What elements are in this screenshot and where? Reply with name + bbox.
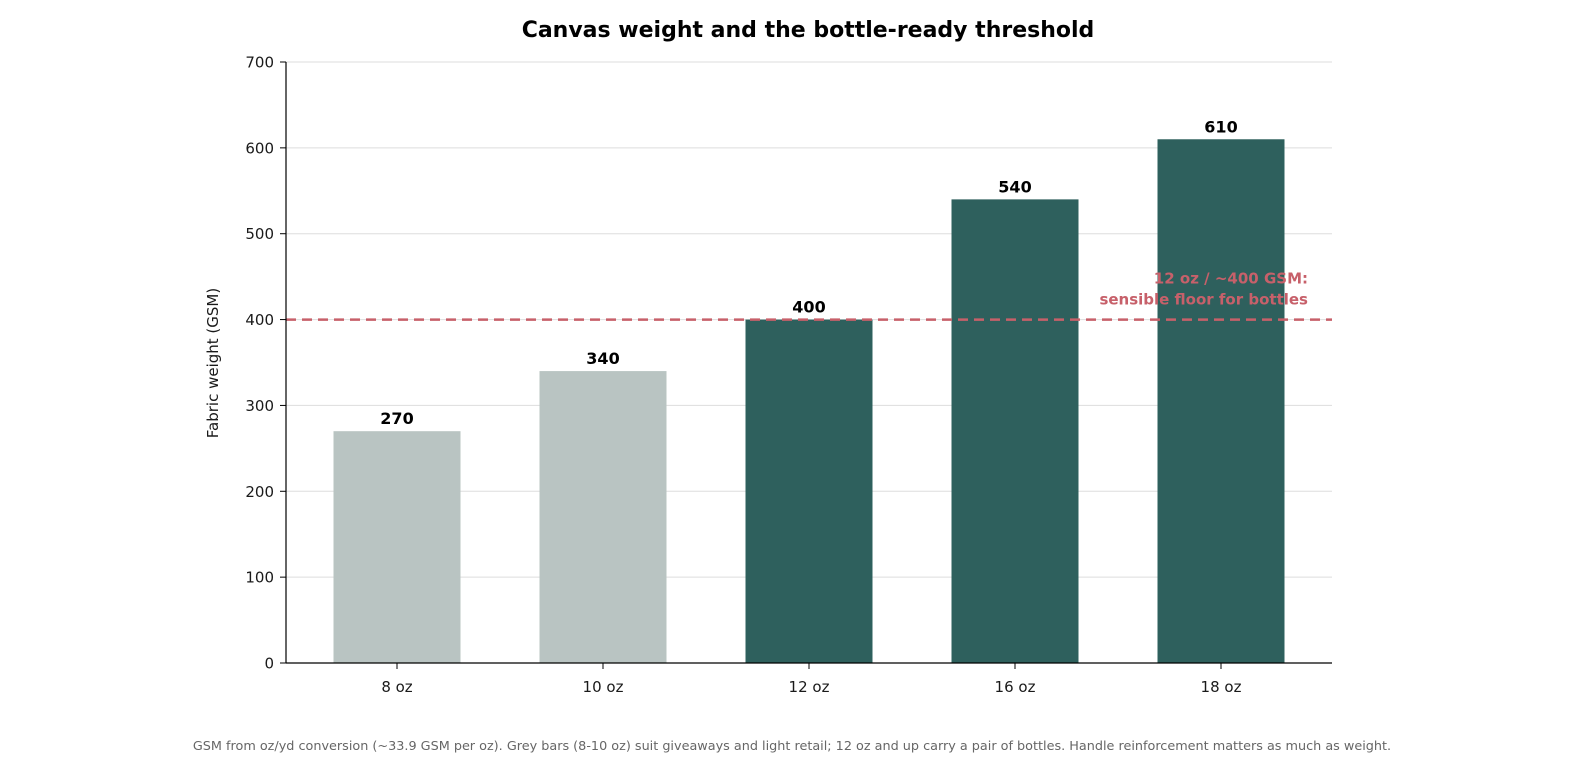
bar-value-label: 340 xyxy=(586,349,619,368)
x-tick-label: 12 oz xyxy=(789,678,830,696)
bar-value-label: 610 xyxy=(1204,117,1237,136)
bar-value-label: 540 xyxy=(998,177,1031,196)
y-tick-label: 200 xyxy=(245,483,274,501)
y-axis-label: Fabric weight (GSM) xyxy=(204,288,222,438)
y-tick-label: 600 xyxy=(245,139,274,157)
threshold: 12 oz / ~400 GSM: sensible floor for bott… xyxy=(286,270,1332,321)
y-tick-label: 300 xyxy=(245,397,274,415)
x-tick-label: 8 oz xyxy=(381,678,412,696)
threshold-label-line2: sensible floor for bottles xyxy=(1099,291,1308,309)
bar-value-label: 400 xyxy=(792,298,825,317)
bar-18-oz xyxy=(1157,139,1285,663)
x-tick-label: 10 oz xyxy=(583,678,624,696)
bar-8-oz xyxy=(333,431,461,663)
y-tick-label: 100 xyxy=(245,569,274,587)
footnote: GSM from oz/yd conversion (~33.9 GSM per… xyxy=(192,739,1392,754)
x-tick-label: 18 oz xyxy=(1201,678,1242,696)
threshold-label-line1: 12 oz / ~400 GSM: xyxy=(1154,270,1308,288)
y-tick-label: 700 xyxy=(245,54,274,72)
y-tick-label: 0 xyxy=(264,655,274,673)
y-tick-label: 500 xyxy=(245,225,274,243)
x-tick-label: 16 oz xyxy=(995,678,1036,696)
bar-12-oz xyxy=(745,319,873,663)
y-tick-label: 400 xyxy=(245,311,274,329)
labels: 270 340 400 540 610 xyxy=(380,117,1237,428)
bar-value-label: 270 xyxy=(380,409,413,428)
axes: 0 100 200 300 400 500 600 700 8 oz 10 oz 12 oz 16 o… xyxy=(245,54,1332,696)
chart-title: Canvas weight and the bottle-ready thres… xyxy=(522,18,1095,43)
bar-16-oz xyxy=(951,199,1079,663)
bars xyxy=(333,139,1285,663)
bar-10-oz xyxy=(539,371,667,663)
